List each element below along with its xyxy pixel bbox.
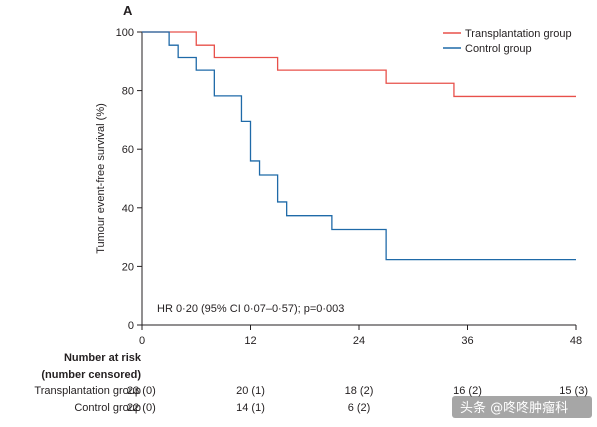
risk-cell: 20 (1) — [236, 385, 265, 397]
risk-cell: 14 (1) — [236, 402, 265, 414]
x-tick-label: 12 — [244, 335, 256, 347]
risk-cell: 22 (0) — [127, 402, 156, 414]
risk-cell: 18 (2) — [345, 385, 374, 397]
watermark-text: 头条 @咚咚肿瘤科 — [460, 400, 568, 416]
y-tick-label: 60 — [122, 144, 134, 156]
y-tick-label: 20 — [122, 261, 134, 273]
number-at-risk-table: Number at risk (number censored) Transpl… — [34, 352, 588, 414]
y-tick-label: 40 — [122, 203, 134, 215]
x-axis-ticks: 0 12 24 36 48 — [139, 325, 582, 347]
panel-label: A — [123, 3, 133, 18]
y-tick-label: 100 — [116, 27, 134, 39]
y-tick-label: 80 — [122, 86, 134, 98]
x-tick-label: 24 — [353, 335, 365, 347]
x-tick-label: 36 — [461, 335, 473, 347]
watermark-backdrop — [452, 396, 592, 418]
watermark: 头条 @咚咚肿瘤科 — [452, 396, 592, 418]
x-tick-label: 48 — [570, 335, 582, 347]
risk-cell: 6 (2) — [348, 402, 371, 414]
hazard-ratio-annotation: HR 0·20 (95% CI 0·07–0·57); p=0·003 — [157, 303, 344, 315]
risk-cell: 16 (2) — [453, 385, 482, 397]
risk-cell: 23 (0) — [127, 385, 156, 397]
legend-label-control-group: Control group — [465, 43, 532, 55]
risk-row-label: Transplantation group — [34, 385, 141, 397]
y-axis-ticks: 0 20 40 60 80 100 — [116, 27, 142, 332]
risk-cell: 15 (3) — [559, 385, 588, 397]
risk-table-title-line2: (number censored) — [41, 369, 141, 381]
transplantation-group-line — [142, 31, 576, 98]
legend: Transplantation group Control group — [443, 28, 572, 55]
y-axis-title: Tumour event-free survival (%) — [95, 103, 107, 254]
control-group-line — [142, 31, 576, 261]
risk-row-label: Control group — [74, 402, 141, 414]
x-tick-label: 0 — [139, 335, 145, 347]
legend-label-transplantation-group: Transplantation group — [465, 28, 572, 40]
risk-table-title-line1: Number at risk — [64, 352, 142, 364]
series-lines — [142, 31, 576, 261]
y-tick-label: 0 — [128, 320, 134, 332]
